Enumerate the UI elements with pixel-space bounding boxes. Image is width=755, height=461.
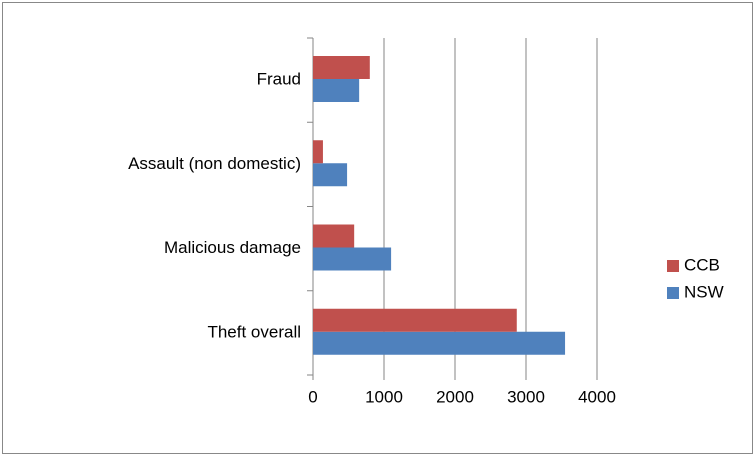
x-tick-label: 1000 (365, 387, 403, 406)
x-tick-label: 4000 (578, 387, 616, 406)
bar (313, 56, 370, 79)
bar (313, 79, 360, 102)
y-tick-label: Assault (non domestic) (128, 154, 301, 173)
legend-label: NSW (684, 282, 724, 301)
chart-border (2, 2, 753, 454)
bar (313, 247, 392, 271)
y-tick-label: Malicious damage (164, 238, 301, 257)
bar (313, 163, 348, 187)
bar (313, 224, 355, 248)
bar (313, 308, 517, 332)
legend-swatch (667, 260, 679, 272)
x-tick-label: 3000 (507, 387, 545, 406)
y-tick-label: Fraud (257, 70, 301, 89)
bar (313, 331, 566, 355)
y-tick-label: Theft overall (207, 322, 301, 341)
legend-label: CCB (684, 255, 720, 274)
bar (313, 140, 323, 164)
legend-swatch (667, 287, 679, 299)
x-tick-label: 2000 (436, 387, 474, 406)
x-tick-label: 0 (308, 387, 317, 406)
